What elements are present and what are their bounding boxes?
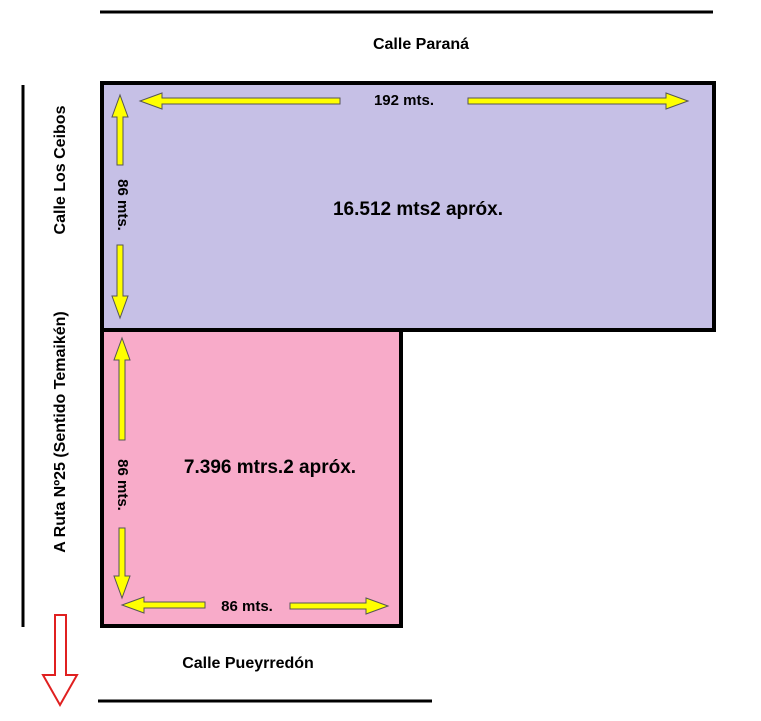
dimension-arrow <box>120 596 206 614</box>
dimension-arrow <box>113 527 131 600</box>
dimension-arrow <box>111 244 129 320</box>
lot-top <box>100 81 716 332</box>
dimension-label: 86 mts. <box>114 179 131 231</box>
street-label: Calle Pueyrredón <box>182 655 314 672</box>
dimension-arrow <box>289 597 390 615</box>
street-label: Calle Paraná <box>373 36 469 53</box>
street-label: Calle Los Ceibos <box>52 105 69 234</box>
dimension-label: 86 mts. <box>221 598 273 615</box>
dimension-arrow <box>111 93 129 166</box>
street-label: A Ruta Nº25 (Sentido Temaikén) <box>52 311 69 552</box>
dimension-arrow <box>138 92 341 110</box>
dimension-arrow <box>467 92 690 110</box>
dimension-label: 86 mts. <box>114 459 131 511</box>
area-label: 16.512 mts2 apróx. <box>333 199 503 220</box>
lot-bottom <box>100 328 403 628</box>
area-label: 7.396 mtrs.2 apróx. <box>184 457 356 478</box>
dimension-arrow <box>113 336 131 441</box>
dimension-label: 192 mts. <box>374 92 434 109</box>
direction-arrow <box>41 614 79 708</box>
